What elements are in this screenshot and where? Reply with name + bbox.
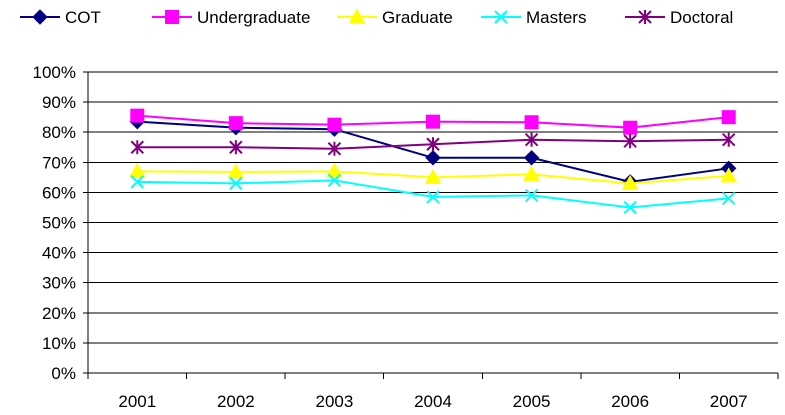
data-point-undergraduate: [426, 114, 440, 129]
data-point-masters: [327, 173, 342, 188]
y-tick-label: 10%: [42, 334, 76, 353]
y-tick-label: 60%: [42, 183, 76, 202]
series-undergraduate: [130, 108, 736, 135]
y-tick-label: 80%: [42, 123, 76, 142]
legend-label: COT: [65, 8, 101, 27]
legend: COT Undergraduate Graduate Masters Doctoral: [20, 8, 733, 27]
data-point-graduate: [227, 163, 245, 179]
x-axis-ticks: 2001 2002 2003 2004 2005 2006 2007: [87, 373, 779, 411]
data-point-doctoral: [130, 140, 144, 155]
data-point-doctoral: [426, 137, 440, 152]
y-tick-label: 100%: [33, 63, 76, 82]
data-point-graduate: [128, 162, 146, 178]
y-tick-label: 40%: [42, 244, 76, 263]
data-point-undergraduate: [228, 116, 243, 131]
data-point-cot: [523, 150, 540, 166]
data-point-cot: [425, 150, 441, 166]
legend-marker: [348, 8, 366, 24]
legend-marker: [638, 10, 652, 24]
data-point-masters: [130, 175, 144, 189]
data-point-graduate: [424, 168, 442, 184]
y-tick-label: 50%: [42, 214, 76, 233]
series-group: [128, 108, 738, 215]
legend-label: Undergraduate: [197, 8, 310, 27]
series-masters: [130, 173, 736, 215]
legend-item-graduate: Graduate: [337, 8, 453, 27]
legend-item-masters: Masters: [481, 8, 586, 27]
legend-label: Graduate: [382, 8, 453, 27]
data-point-undergraduate: [130, 108, 145, 123]
data-point-undergraduate: [524, 115, 539, 130]
x-tick-label: 2002: [217, 392, 255, 411]
legend-marker: [32, 9, 48, 25]
x-tick-label: 2004: [414, 392, 452, 411]
x-tick-label: 2003: [316, 392, 354, 411]
data-point-undergraduate: [327, 117, 342, 132]
y-tick-label: 90%: [42, 93, 76, 112]
legend-item-undergraduate: Undergraduate: [152, 8, 310, 27]
data-point-undergraduate: [721, 110, 736, 125]
data-point-masters: [426, 190, 440, 204]
legend-item-cot: COT: [20, 8, 101, 27]
data-point-graduate: [621, 174, 639, 190]
legend-marker: [165, 10, 179, 24]
data-point-doctoral: [623, 134, 637, 149]
data-point-masters: [623, 200, 637, 215]
series-doctoral: [130, 132, 736, 156]
x-tick-label: 2001: [118, 392, 156, 411]
data-point-doctoral: [327, 141, 342, 156]
data-point-masters: [229, 176, 243, 191]
y-tick-label: 70%: [42, 153, 76, 172]
legend-item-doctoral: Doctoral: [625, 8, 733, 27]
x-tick-label: 2005: [513, 392, 551, 411]
data-point-masters: [722, 191, 736, 206]
data-point-graduate: [523, 165, 540, 181]
data-point-undergraduate: [623, 120, 638, 135]
y-tick-label: 20%: [42, 304, 76, 323]
data-point-graduate: [720, 167, 738, 183]
legend-marker: [494, 10, 508, 24]
gridlines: [88, 71, 778, 344]
series-graduate: [128, 162, 738, 190]
data-point-doctoral: [229, 140, 243, 155]
legend-label: Masters: [526, 8, 586, 27]
legend-label: Doctoral: [670, 8, 733, 27]
series-line-masters: [137, 179, 729, 209]
data-point-graduate: [326, 162, 343, 178]
x-tick-label: 2006: [611, 392, 649, 411]
data-point-doctoral: [524, 132, 539, 147]
y-axis-ticks: 0% 10% 20% 30% 40% 50% 60% 70% 80% 90% 100%: [33, 63, 88, 383]
x-tick-label: 2007: [710, 392, 748, 411]
y-tick-label: 30%: [42, 274, 76, 293]
data-point-doctoral: [722, 132, 736, 147]
y-tick-label: 0%: [51, 364, 76, 383]
data-point-masters: [524, 188, 539, 203]
